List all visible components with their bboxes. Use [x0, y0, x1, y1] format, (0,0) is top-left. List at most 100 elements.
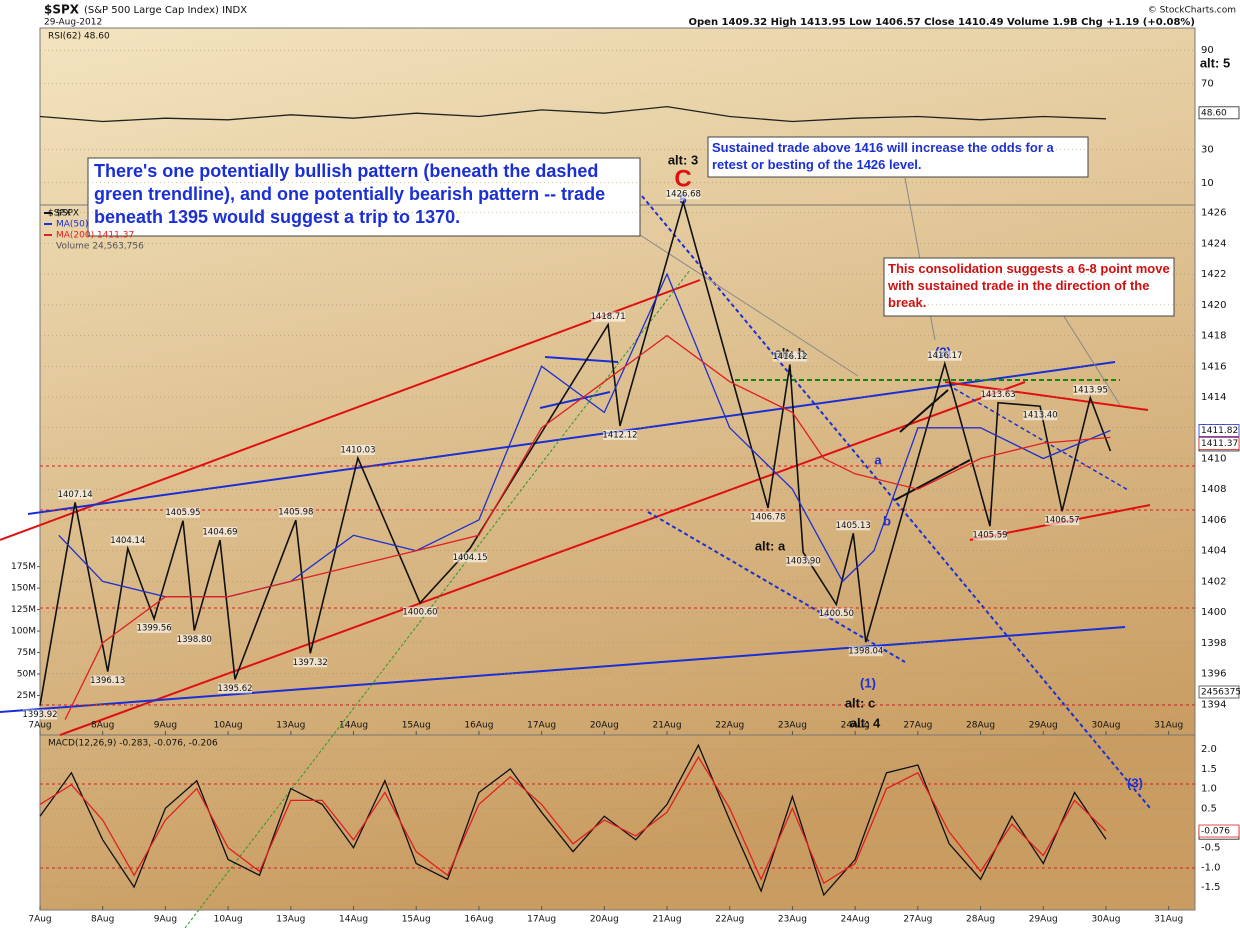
x-tick-label: 28Aug	[966, 915, 995, 925]
y2-tick-label: 100M	[11, 627, 36, 637]
y2-tick-label: 150M	[11, 584, 36, 594]
pivot-label: 1418.71	[591, 312, 626, 322]
pivot-label: 1399.56	[137, 623, 172, 633]
legend-label: Volume 24,563,756	[56, 242, 144, 252]
pivot-box	[972, 530, 1007, 541]
x-tick-label: 30Aug	[1091, 721, 1120, 731]
annotation: There's one potentially bullish pattern …	[94, 161, 606, 227]
annotation-box	[883, 257, 1175, 317]
y-tick-label: 90	[1201, 45, 1214, 56]
value-box-label: 1411.82	[1201, 426, 1238, 436]
y2-tick-label: 175M	[11, 562, 36, 572]
legend-label: MA(50)	[56, 220, 88, 230]
pivot-box	[202, 527, 237, 538]
pivot-box	[1023, 410, 1058, 421]
wave-label: alt: 3	[668, 152, 698, 167]
pivot-label: 1413.40	[1023, 411, 1058, 421]
x-tick-label: 9Aug	[154, 915, 177, 925]
x-tick-label: 22Aug	[715, 915, 744, 925]
y-tick-label: 1.5	[1201, 764, 1217, 775]
y-tick-label: -1.5	[1201, 882, 1221, 893]
y-tick-label: 1400	[1201, 607, 1226, 618]
pivot-label: 1405.59	[972, 531, 1007, 541]
x-tick-label: 23Aug	[778, 915, 807, 925]
pivot-label: 1412.12	[602, 430, 637, 440]
pivot-label: 1397.32	[293, 658, 328, 668]
pivot-label: 1413.95	[1073, 385, 1108, 395]
annotation: This consolidation suggests a 6-8 point …	[888, 261, 1170, 310]
annotation-text: This consolidation suggests a 6-8 point …	[888, 261, 1170, 310]
wave-label: alt: c	[845, 695, 875, 710]
x-tick-label: 27Aug	[903, 721, 932, 731]
x-tick-label: 27Aug	[903, 915, 932, 925]
wave-label: C	[674, 165, 691, 192]
pivot-label: 1396.13	[90, 676, 125, 686]
annotation-box	[87, 157, 641, 237]
y-tick-label: 1398	[1201, 638, 1226, 649]
pivot-label: 1407.14	[58, 490, 93, 500]
copyright: © StockCharts.com	[1148, 6, 1236, 16]
x-tick-label: 14Aug	[339, 915, 368, 925]
pivot-label: 1403.90	[786, 557, 821, 567]
x-tick-label: 20Aug	[590, 721, 619, 731]
value-box	[1198, 824, 1240, 838]
legend-label: $SPX	[56, 209, 79, 219]
pivot-box	[165, 507, 200, 518]
y-tick-label: 1410	[1201, 453, 1226, 464]
pivot-box	[278, 507, 313, 518]
x-tick-label: 7Aug	[28, 721, 51, 731]
x-tick-label: 13Aug	[276, 915, 305, 925]
y-tick-label: 1426	[1201, 208, 1226, 219]
index-name: (S&P 500 Large Cap Index) INDX	[84, 5, 247, 16]
pivot-box	[981, 389, 1016, 400]
x-tick-label: 16Aug	[464, 915, 493, 925]
y-tick-label: 1420	[1201, 300, 1226, 311]
x-tick-label: 9Aug	[154, 721, 177, 731]
y-tick-label: 1394	[1201, 699, 1226, 710]
pivot-label: 1426.68	[666, 190, 701, 200]
x-tick-label: 10Aug	[214, 721, 243, 731]
y-tick-label: 0.5	[1201, 803, 1217, 814]
panel-title: MACD(12,26,9) -0.283, -0.076, -0.206	[48, 739, 218, 749]
x-tick-label: 8Aug	[91, 721, 114, 731]
y-tick-label: 70	[1201, 78, 1214, 89]
wave-label: b	[883, 513, 891, 528]
pivot-label: 1398.80	[177, 635, 212, 645]
annotation: Sustained trade above 1416 will increase…	[712, 140, 1054, 172]
pivot-box	[58, 489, 93, 500]
x-tick-label: 21Aug	[653, 721, 682, 731]
pivot-label: 1406.78	[750, 512, 785, 522]
pivot-box	[218, 683, 253, 694]
value-box	[1198, 106, 1240, 120]
wave-label: alt: a	[755, 538, 786, 553]
x-tick-label: 31Aug	[1154, 721, 1183, 731]
y-tick-label: 1402	[1201, 576, 1226, 587]
x-tick-label: 20Aug	[590, 915, 619, 925]
x-tick-label: 7Aug	[28, 915, 51, 925]
annotation-text: There's one potentially bullish pattern …	[94, 161, 606, 227]
pivot-label: 1393.92	[22, 710, 57, 720]
x-tick-label: 24Aug	[841, 721, 870, 731]
x-tick-label: 29Aug	[1029, 721, 1058, 731]
y-tick-label: 1.0	[1201, 784, 1217, 795]
pivot-box	[90, 675, 125, 686]
series-line	[64, 334, 1111, 720]
pivot-box	[750, 511, 785, 522]
y-tick-label: 1414	[1201, 392, 1226, 403]
annotation-box	[707, 136, 1089, 178]
y-tick-label: 1396	[1201, 669, 1226, 680]
x-tick-label: 13Aug	[276, 721, 305, 731]
pivot-label: 1405.13	[836, 521, 871, 531]
pivot-label: 1410.03	[340, 446, 375, 456]
y2-tick-label: 50M	[17, 670, 36, 680]
pivot-label: 1413.63	[981, 390, 1016, 400]
y2-tick-label: 25M	[17, 691, 36, 701]
pivot-label: 1406.57	[1044, 516, 1079, 526]
pivot-box	[453, 552, 488, 563]
x-tick-label: 28Aug	[966, 721, 995, 731]
pivot-box	[927, 350, 962, 361]
panel-title: RSI(62) 48.60	[48, 32, 110, 42]
y-tick-label: -1.0	[1201, 862, 1221, 873]
pivot-label: 1404.14	[110, 536, 145, 546]
